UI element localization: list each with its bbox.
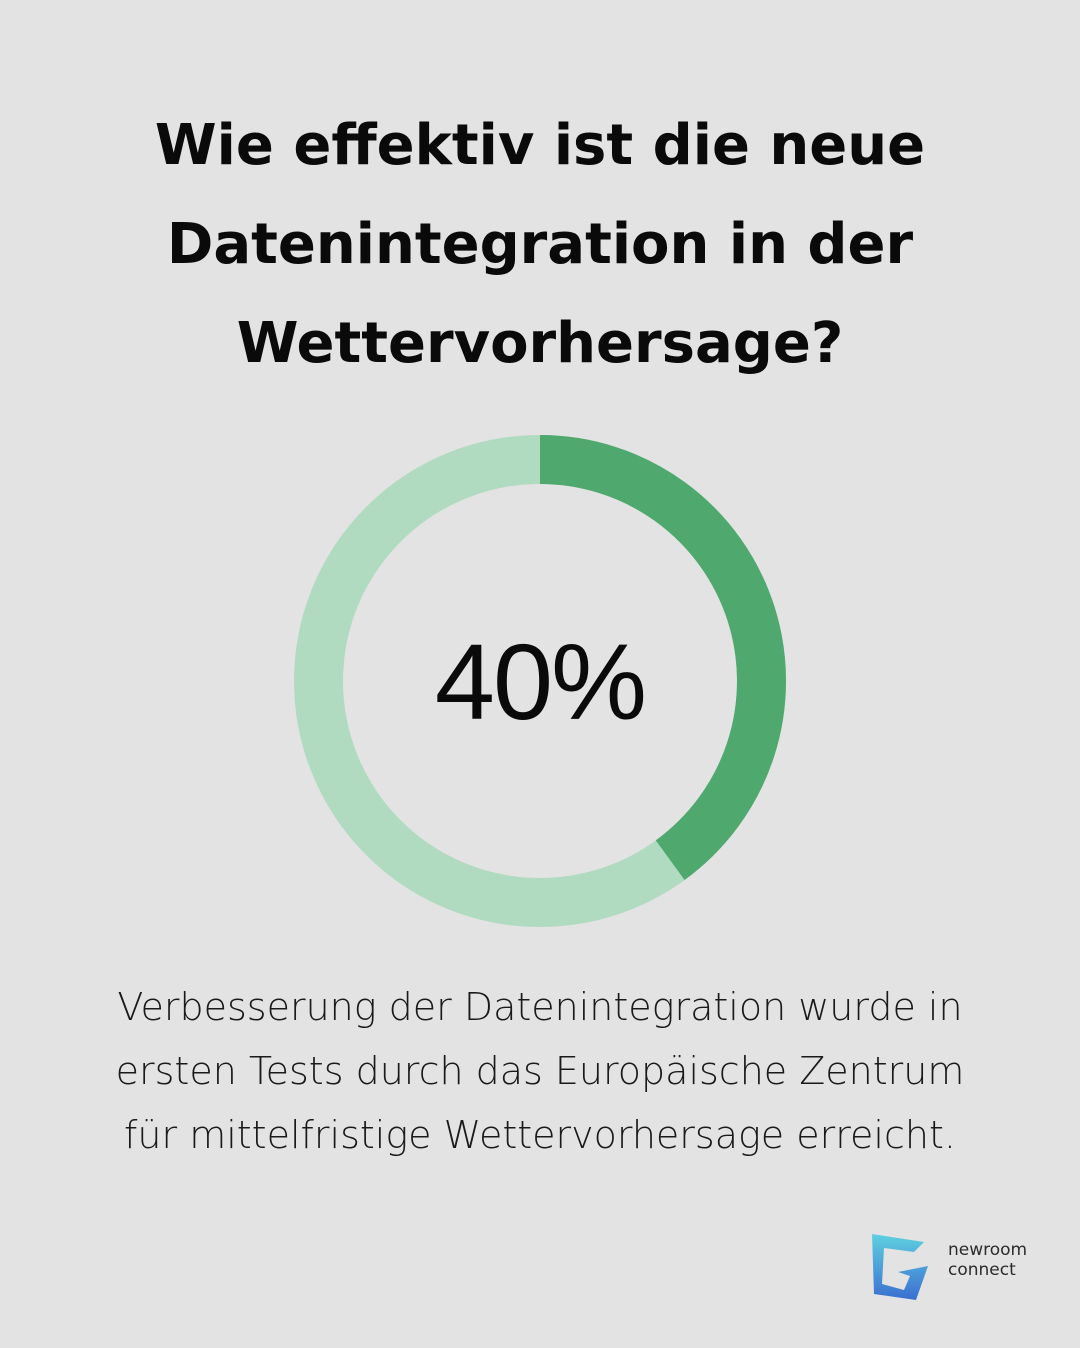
donut-value-arc [539, 435, 786, 880]
caption-line-1: Verbesserung der Datenintegration wurde … [117, 985, 963, 1029]
title-line-3: Wettervorhersage? [236, 311, 844, 376]
caption-line-3: für mittelfristige Wettervorhersage erre… [124, 1113, 956, 1157]
donut-chart-svg [294, 435, 786, 927]
donut-center-label: 40% [434, 620, 647, 742]
donut-chart: 40% [294, 435, 786, 927]
logo-line-2: connect [948, 1260, 1016, 1280]
logo-wordmark: newroom connect [948, 1240, 1027, 1280]
title-line-2: Datenintegration in der [166, 212, 914, 277]
title-line-1: Wie effektiv ist die neue [154, 113, 926, 178]
caption: Verbesserung der Datenintegration wurde … [40, 975, 1040, 1167]
page-title: Wie effektiv ist die neue Datenintegrati… [60, 96, 1020, 393]
newroom-connect-logo-icon [872, 1234, 928, 1300]
brand-logo: newroom connect [868, 1232, 1048, 1302]
logo-line-1: newroom [948, 1240, 1028, 1260]
caption-line-2: ersten Tests durch das Europäische Zentr… [115, 1049, 965, 1093]
